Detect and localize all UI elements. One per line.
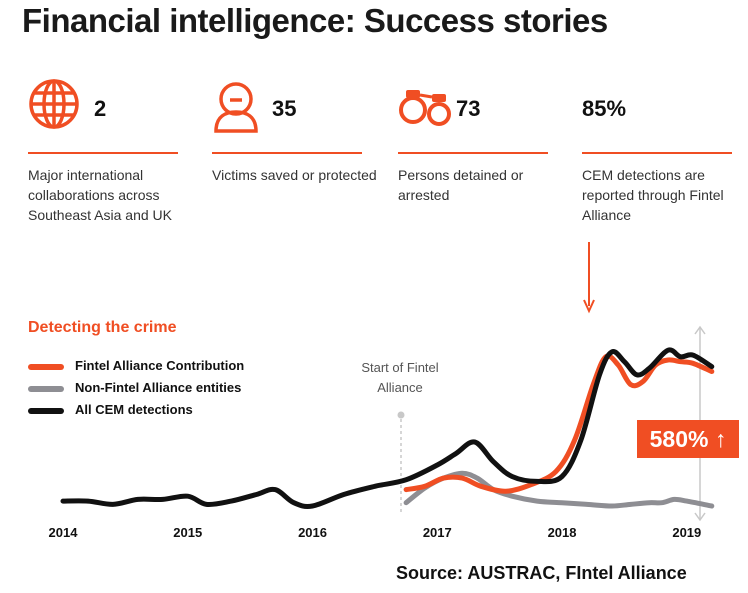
up-arrow-icon: ↑ bbox=[714, 426, 727, 452]
stat-value: 2 bbox=[94, 96, 107, 121]
stat-value: 85% bbox=[582, 96, 627, 121]
chart-title: Detecting the crime bbox=[28, 319, 177, 336]
stat-divider bbox=[212, 152, 362, 154]
stat-description: Victims saved or protected bbox=[212, 167, 377, 183]
person-icon bbox=[214, 82, 258, 133]
legend-label: Fintel Alliance Contribution bbox=[75, 358, 245, 373]
stat-divider bbox=[398, 152, 548, 154]
page-title: Financial intelligence: Success stories bbox=[22, 2, 608, 39]
stat-divider bbox=[582, 152, 732, 154]
x-tick-label: 2018 bbox=[548, 525, 577, 540]
stat-description: Major international collaborations acros… bbox=[28, 167, 172, 223]
legend-label: All CEM detections bbox=[75, 402, 193, 417]
handcuffs-icon bbox=[399, 90, 451, 126]
stat-description: CEM detections are reported through Fint… bbox=[582, 167, 724, 223]
series-line-2 bbox=[60, 347, 715, 509]
x-tick-label: 2014 bbox=[49, 525, 79, 540]
series-line-1 bbox=[403, 470, 715, 509]
stat-value: 73 bbox=[456, 96, 481, 121]
stat-divider bbox=[28, 152, 178, 154]
down-arrow-icon bbox=[583, 242, 595, 314]
start-marker bbox=[397, 411, 405, 515]
globe-icon bbox=[29, 79, 79, 129]
source-note: Source: AUSTRAC, FIntel Alliance bbox=[396, 563, 687, 583]
x-tick-label: 2019 bbox=[672, 525, 701, 540]
x-tick-label: 2017 bbox=[423, 525, 452, 540]
stat-value: 35 bbox=[272, 96, 297, 121]
growth-badge: 580% ↑ bbox=[637, 420, 739, 458]
series-line-0 bbox=[403, 353, 715, 494]
legend-label: Non-Fintel Alliance entities bbox=[75, 380, 242, 395]
legend-swatch bbox=[28, 386, 64, 392]
x-tick-label: 2015 bbox=[173, 525, 202, 540]
legend-swatch bbox=[28, 408, 64, 414]
stat-description: Persons detained or arrested bbox=[398, 167, 524, 203]
growth-value: 580% bbox=[649, 426, 709, 452]
legend-swatch bbox=[28, 364, 64, 370]
x-tick-label: 2016 bbox=[298, 525, 327, 540]
start-annotation: Start of Fintel Alliance bbox=[361, 360, 439, 395]
